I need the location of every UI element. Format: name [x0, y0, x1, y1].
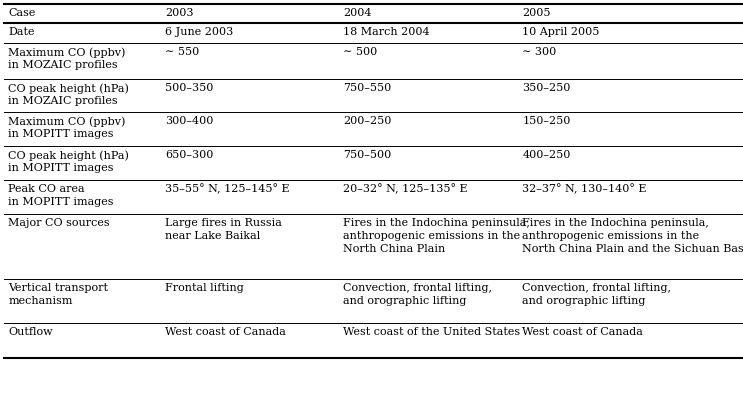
Text: 10 April 2005: 10 April 2005: [522, 27, 600, 37]
Text: Convection, frontal lifting,
and orographic lifting: Convection, frontal lifting, and orograp…: [522, 283, 672, 306]
Text: 500–350: 500–350: [166, 83, 214, 93]
Text: 6 June 2003: 6 June 2003: [166, 27, 234, 37]
Text: 750–500: 750–500: [343, 150, 392, 160]
Text: 18 March 2004: 18 March 2004: [343, 27, 430, 37]
Text: Outflow: Outflow: [8, 327, 53, 337]
Text: Peak CO area
in MOPITT images: Peak CO area in MOPITT images: [8, 184, 114, 207]
Text: 35–55° N, 125–145° E: 35–55° N, 125–145° E: [166, 184, 290, 194]
Text: Convection, frontal lifting,
and orographic lifting: Convection, frontal lifting, and orograp…: [343, 283, 493, 306]
Text: Fires in the Indochina peninsula,
anthropogenic emissions in the
North China Pla: Fires in the Indochina peninsula, anthro…: [522, 218, 743, 253]
Text: Maximum CO (ppbv)
in MOPITT images: Maximum CO (ppbv) in MOPITT images: [8, 116, 126, 140]
Text: 150–250: 150–250: [522, 116, 571, 126]
Text: 2004: 2004: [343, 8, 372, 18]
Text: Large fires in Russia
near Lake Baikal: Large fires in Russia near Lake Baikal: [166, 218, 282, 241]
Text: Major CO sources: Major CO sources: [8, 218, 110, 228]
Text: ∼ 500: ∼ 500: [343, 47, 377, 57]
Text: Maximum CO (ppbv)
in MOZAIC profiles: Maximum CO (ppbv) in MOZAIC profiles: [8, 47, 126, 70]
Text: CO peak height (hPa)
in MOPITT images: CO peak height (hPa) in MOPITT images: [8, 150, 129, 173]
Text: Vertical transport
mechanism: Vertical transport mechanism: [8, 283, 108, 306]
Text: 2005: 2005: [522, 8, 551, 18]
Text: 650–300: 650–300: [166, 150, 214, 160]
Text: 20–32° N, 125–135° E: 20–32° N, 125–135° E: [343, 184, 468, 194]
Text: 750–550: 750–550: [343, 83, 392, 93]
Text: ∼ 300: ∼ 300: [522, 47, 557, 57]
Text: 300–400: 300–400: [166, 116, 214, 126]
Text: 32–37° N, 130–140° E: 32–37° N, 130–140° E: [522, 184, 647, 194]
Text: West coast of Canada: West coast of Canada: [522, 327, 643, 337]
Text: 200–250: 200–250: [343, 116, 392, 126]
Text: West coast of Canada: West coast of Canada: [166, 327, 286, 337]
Text: 400–250: 400–250: [522, 150, 571, 160]
Text: Frontal lifting: Frontal lifting: [166, 283, 244, 293]
Text: ∼ 550: ∼ 550: [166, 47, 200, 57]
Text: Fires in the Indochina peninsula,
anthropogenic emissions in the
North China Pla: Fires in the Indochina peninsula, anthro…: [343, 218, 531, 253]
Text: West coast of the United States: West coast of the United States: [343, 327, 521, 337]
Text: CO peak height (hPa)
in MOZAIC profiles: CO peak height (hPa) in MOZAIC profiles: [8, 83, 129, 106]
Text: Date: Date: [8, 27, 35, 37]
Text: Case: Case: [8, 8, 36, 18]
Text: 2003: 2003: [166, 8, 194, 18]
Text: 350–250: 350–250: [522, 83, 571, 93]
